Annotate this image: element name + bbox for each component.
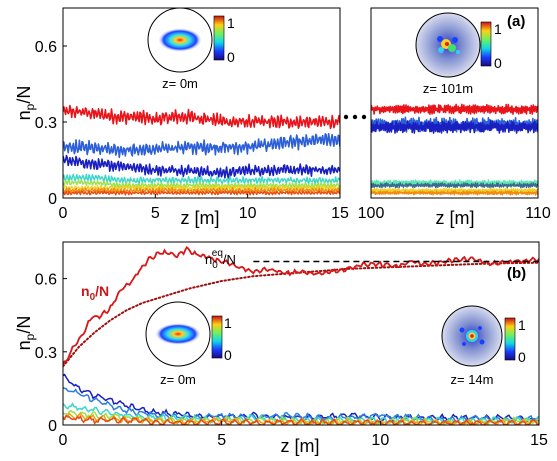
panel-b-xlabel: z [m] [281,436,320,456]
colorbar-tick-min: 0 [518,349,526,365]
speckle-pattern [459,326,485,346]
al-ytick-label-1: 0.3 [35,115,57,132]
colorbar-tick-min: 0 [494,55,502,71]
colorbar-tick-max: 1 [227,15,235,31]
panel-a-ylabel: np/N [14,86,37,121]
panel-b-ylabel: np/N [14,316,37,351]
series-line-al-2 [63,154,340,179]
panel-label-b: (b) [507,265,526,282]
b-ytick-label-1: 0.3 [35,345,57,362]
colorbar-tick-min: 0 [224,347,232,363]
colorbar [213,15,225,61]
gaussian-beam-spot [158,28,202,52]
series-line-al-6 [63,187,340,194]
panel-a-right-series [371,103,538,196]
neq-label: n0eq/N [205,248,236,271]
panel-a-left-ticks: 0 5 10 15 0 0.3 0.6 [35,39,349,222]
colorbar [480,21,492,67]
al-ytick-label-0: 0 [48,191,57,208]
panel-a-left-series [63,104,340,196]
inset-label: z= 101m [423,81,473,96]
colorbar [211,315,223,359]
panel-a-left-frame [62,7,341,199]
b-xtick-label-1: 5 [217,432,226,449]
al-xtick-label-1: 5 [151,205,160,222]
speckle-pattern [437,36,460,54]
inset-label: z= 0m [162,76,198,91]
series-line-al-0 [63,104,340,130]
inset-a-right: 1 0 z= 101m [415,12,502,96]
series-line-al-1 [63,133,340,159]
series-line-ar-2 [371,120,538,134]
gaussian-beam-spot [155,323,201,345]
panel-a-right: 100 110 z [m] (a) 1 0 z= 101m [358,7,551,228]
panel-label-a: (a) [507,13,525,30]
colorbar [504,317,516,361]
series-line-ar-6 [371,190,538,196]
panel-b-series [63,246,539,425]
al-xtick-label-0: 0 [59,205,68,222]
panel-a-right-xlabel: z [m] [436,208,475,228]
b-xtick-label-3: 15 [530,432,548,449]
ar-xtick-label-0: 100 [358,205,385,222]
panel-a-left-xlabel: z [m] [181,208,220,228]
al-ytick-label-2: 0.6 [35,39,57,56]
series-line-ar-4 [371,182,538,189]
panel-a-right-ticks: 100 110 [358,194,551,222]
n0-fit-dotted-line [63,261,539,368]
panel-b-frame [62,241,540,426]
al-xtick-label-3: 15 [331,205,349,222]
colorbar-tick-max: 1 [518,317,526,333]
inset-b-left: 1 0 z= 0m [145,301,232,387]
series-line-ar-0 [371,103,538,115]
inset-label: z= 14m [451,372,494,387]
panel-a-right-frame [370,7,539,199]
inset-label: z= 0m [160,372,196,387]
series-line-al-7 [63,190,340,196]
b-ytick-label-0: 0 [48,418,57,435]
series-line-al-3 [63,173,340,185]
inset-a-left: 1 0 z= 0m [147,7,235,91]
colorbar-tick-max: 1 [494,21,502,37]
n0-curve-line [63,246,539,367]
b-xtick-label-0: 0 [59,432,68,449]
ar-xtick-label-1: 110 [525,205,551,222]
colorbar-tick-min: 0 [227,49,235,65]
b-xtick-label-2: 10 [371,432,389,449]
b-ytick-label-2: 0.6 [35,272,57,289]
axis-break-dots [343,114,367,120]
al-xtick-label-2: 10 [239,205,257,222]
inset-b-right: 1 0 z= 14m [441,305,526,387]
n0-curve-label: n0/N [81,283,109,303]
colorbar-tick-max: 1 [224,315,232,331]
